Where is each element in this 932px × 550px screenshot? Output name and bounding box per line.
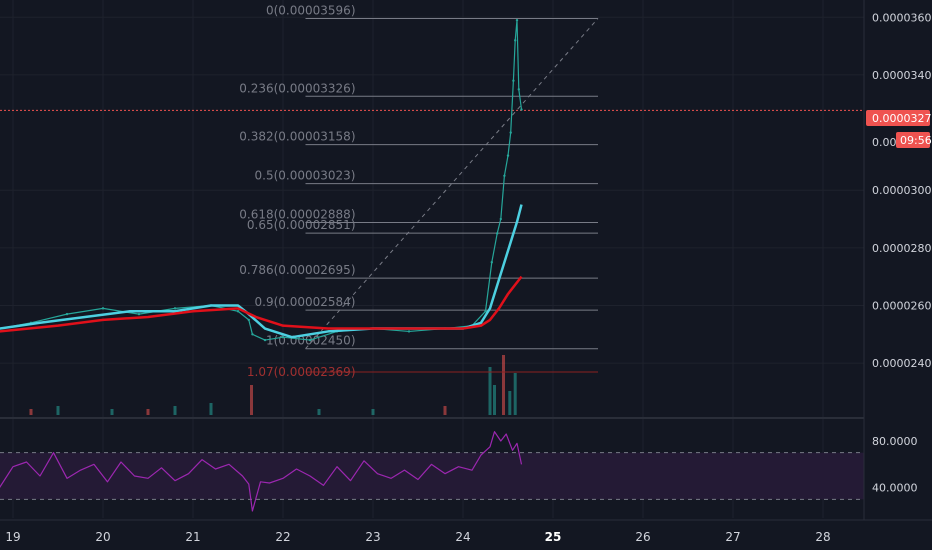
time-axis-tick: 25 [545, 530, 562, 544]
price-axis-tick: 0.00002400 [872, 357, 932, 370]
price-point [236, 310, 240, 313]
last-price-value: 0.00003277 [872, 112, 932, 125]
fib-level-label: 0.786(0.00002695) [239, 263, 355, 277]
price-point [490, 261, 493, 264]
volume-bar [250, 385, 253, 415]
volume-bar [29, 409, 33, 415]
price-point [247, 318, 250, 322]
price-point [407, 330, 411, 333]
price-point [515, 18, 519, 22]
last-price-tag-box [866, 110, 930, 126]
volume-bar [371, 409, 375, 415]
volume-bar [508, 391, 512, 415]
time-axis-tick: 19 [5, 530, 20, 544]
price-point [520, 108, 523, 111]
price-point [506, 154, 510, 157]
volume-bar [317, 409, 321, 415]
volume-bar [502, 355, 505, 415]
fib-level-label: 0.65(0.00002851) [247, 218, 356, 232]
price-axis-tick: 0.00002800 [872, 242, 932, 255]
fib-level-label: 0.9(0.00002584) [255, 295, 356, 309]
price-point [509, 131, 512, 134]
price-point [514, 39, 517, 42]
time-axis-tick: 27 [725, 530, 740, 544]
rsi-axis-tick: 80.0000 [872, 435, 918, 448]
rsi-band-fill [0, 452, 864, 500]
volume-bar [443, 406, 447, 415]
time-axis-tick: 21 [185, 530, 200, 544]
fib-level-label: 0.618(0.00002888) [239, 207, 355, 221]
volume-bar [173, 406, 177, 415]
last-price-tag: 0.00003277 0.000 09:56 [866, 110, 932, 149]
price-point [173, 307, 177, 310]
rsi-line [0, 431, 523, 512]
fib-level-label: 0.382(0.00003158) [239, 130, 355, 144]
price-axis-tick: 0.00003600 [872, 11, 932, 24]
time-axis-tick: 26 [635, 530, 650, 544]
price-point [496, 232, 499, 235]
fib-extension-label: 1.07(0.00002369) [247, 365, 356, 379]
time-axis-tick: 20 [95, 530, 110, 544]
price-axis-tick: 0.00003000 [872, 184, 932, 197]
time-axis-tick: 24 [455, 530, 470, 544]
price-series [0, 18, 864, 342]
time-axis-tick: 23 [365, 530, 380, 544]
fib-level-label: 0.5(0.00003023) [255, 169, 356, 183]
volume-bar [493, 385, 496, 415]
rsi-indicator-pane [0, 431, 864, 512]
volume-bar [110, 409, 114, 415]
price-axis-tick: 0.00002600 [872, 299, 932, 312]
time-axis-tick: 22 [275, 530, 290, 544]
bar-countdown: 09:56 [900, 134, 932, 147]
price-point [517, 88, 520, 91]
volume-bar [209, 403, 213, 415]
axes: 0.00003600 0.00003400 0.00003000 0.00002800… [5, 11, 932, 544]
volume-bar [488, 367, 492, 415]
volume-bar [513, 373, 517, 415]
price-point [137, 312, 141, 316]
fib-trend-line[interactable] [305, 18, 599, 350]
price-point [499, 217, 502, 221]
price-point [308, 338, 312, 342]
overlapped-axis-label: 0.000 [872, 136, 904, 149]
price-point [263, 338, 267, 342]
price-point [503, 174, 506, 177]
price-point [484, 310, 487, 313]
rsi-axis-tick: 40.0000 [872, 482, 918, 495]
price-line [0, 19, 523, 341]
price-point [101, 307, 105, 310]
price-axis-tick: 0.00003400 [872, 69, 932, 82]
price-point [65, 312, 69, 316]
volume-bar [56, 406, 60, 415]
price-point [281, 335, 285, 339]
fib-level-label: 0(0.00003596) [266, 3, 356, 17]
volume-bar [146, 409, 150, 415]
price-point [251, 333, 254, 336]
price-point [512, 79, 515, 82]
fib-level-label: 0.236(0.00003326) [239, 81, 355, 95]
moving-average-slow-line [0, 275, 523, 333]
grid-lines [0, 0, 864, 518]
countdown-tag-box [896, 132, 930, 148]
volume-bars [29, 355, 517, 415]
moving-average-fast-line [0, 204, 523, 339]
time-axis-tick: 28 [815, 530, 830, 544]
